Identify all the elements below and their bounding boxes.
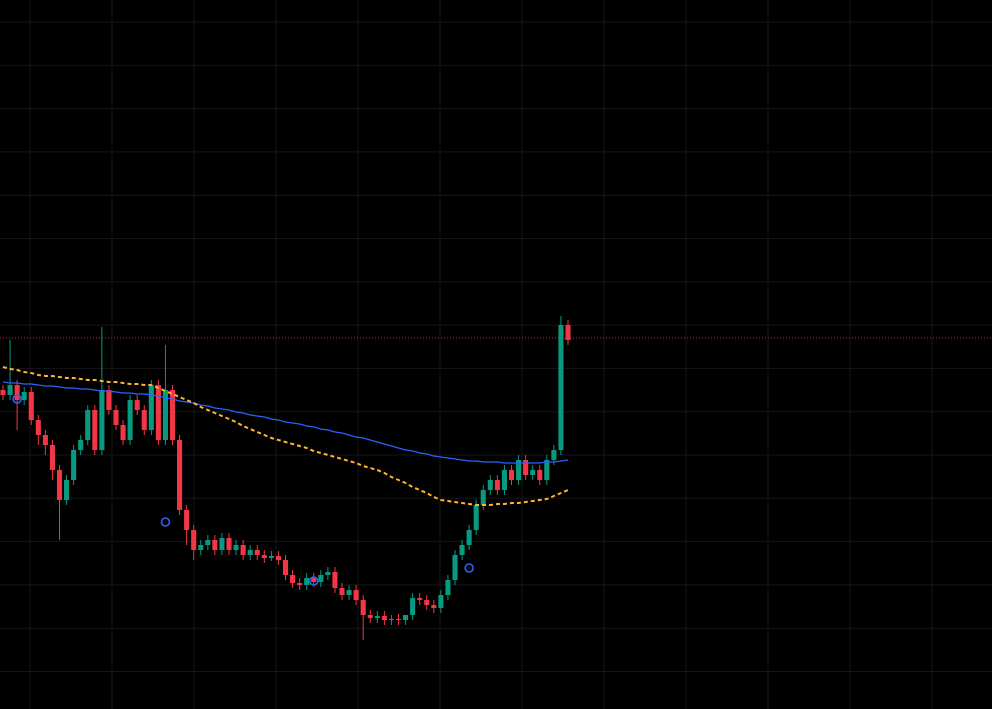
candle-body bbox=[381, 616, 387, 620]
candle-body bbox=[304, 578, 310, 585]
candle-body bbox=[551, 450, 557, 460]
candle-body bbox=[42, 435, 48, 445]
candle-body bbox=[64, 480, 70, 500]
candle-body bbox=[56, 470, 63, 500]
candle-body bbox=[403, 615, 409, 620]
candle-body bbox=[367, 615, 373, 618]
candle-body bbox=[134, 400, 140, 410]
candle-body bbox=[71, 450, 77, 480]
candle-body bbox=[254, 550, 260, 555]
candle-body bbox=[7, 385, 13, 395]
candle-body bbox=[318, 575, 324, 582]
candle-body bbox=[184, 510, 190, 530]
candle-body bbox=[388, 619, 394, 620]
candle-body bbox=[212, 540, 218, 550]
candle-body bbox=[120, 425, 126, 440]
candle-body bbox=[410, 598, 416, 615]
candle-body bbox=[127, 400, 133, 440]
candle-body bbox=[155, 385, 161, 440]
candle-body bbox=[508, 470, 515, 480]
candle-body bbox=[417, 598, 423, 600]
candle-body bbox=[459, 545, 465, 555]
candle-body bbox=[49, 445, 55, 470]
candle-body bbox=[198, 545, 204, 550]
candle-body bbox=[169, 390, 176, 440]
candle-body bbox=[21, 392, 27, 400]
candle-body bbox=[261, 555, 267, 558]
candle-body bbox=[92, 410, 98, 450]
candle-body bbox=[205, 540, 211, 545]
signal-marker bbox=[160, 517, 171, 527]
candle-body bbox=[78, 440, 84, 450]
signal-marker bbox=[308, 576, 319, 586]
candle-body bbox=[325, 572, 331, 575]
candle-body bbox=[544, 460, 550, 480]
candle-body bbox=[240, 545, 246, 555]
candle-body bbox=[113, 410, 119, 425]
candle-body bbox=[85, 410, 91, 440]
candle-body bbox=[233, 545, 239, 550]
candle-body bbox=[473, 505, 479, 530]
candle-body bbox=[431, 605, 437, 608]
candle-body bbox=[537, 470, 543, 480]
candle-body bbox=[445, 580, 451, 595]
candle-body bbox=[438, 595, 444, 608]
candle-body bbox=[268, 556, 274, 558]
candle-body bbox=[452, 555, 458, 580]
candle-body bbox=[28, 392, 34, 420]
candle-body bbox=[565, 325, 571, 340]
candle-body bbox=[353, 590, 359, 600]
candle-body bbox=[466, 530, 472, 545]
candle-body bbox=[99, 390, 105, 450]
candle-body bbox=[516, 460, 522, 480]
candle-body bbox=[480, 490, 486, 505]
candle-body bbox=[14, 385, 20, 400]
candle-body bbox=[395, 619, 402, 620]
candle-body bbox=[332, 572, 338, 588]
candle-body bbox=[558, 325, 564, 450]
candle-body bbox=[374, 616, 380, 618]
candle-body bbox=[141, 410, 147, 430]
candle-body bbox=[290, 575, 296, 583]
candle-body bbox=[275, 556, 281, 560]
candle-body bbox=[106, 390, 112, 410]
candle-body bbox=[360, 600, 366, 615]
signal-marker bbox=[464, 563, 474, 573]
candle-body bbox=[0, 390, 6, 395]
candle-body bbox=[35, 420, 41, 435]
candle-body bbox=[339, 588, 345, 595]
candle-body bbox=[219, 538, 225, 550]
candle-body bbox=[494, 480, 500, 490]
candle-body bbox=[162, 390, 168, 440]
candle-body bbox=[282, 560, 289, 575]
candle-body bbox=[530, 470, 536, 475]
candle-body bbox=[247, 550, 253, 555]
candle-body bbox=[346, 590, 352, 595]
candle-body bbox=[191, 530, 197, 550]
candle-body bbox=[424, 600, 430, 605]
signal-marker bbox=[12, 394, 22, 404]
candle-body bbox=[311, 578, 317, 582]
moving-average-line bbox=[2, 366, 569, 506]
candle-body bbox=[297, 583, 303, 585]
candle-body bbox=[501, 470, 507, 490]
candle-body bbox=[487, 480, 493, 490]
candle-body bbox=[523, 460, 529, 475]
candle-body bbox=[226, 538, 232, 550]
candle-body bbox=[148, 385, 154, 430]
candle-body bbox=[177, 440, 183, 510]
moving-average-line bbox=[2, 381, 569, 464]
